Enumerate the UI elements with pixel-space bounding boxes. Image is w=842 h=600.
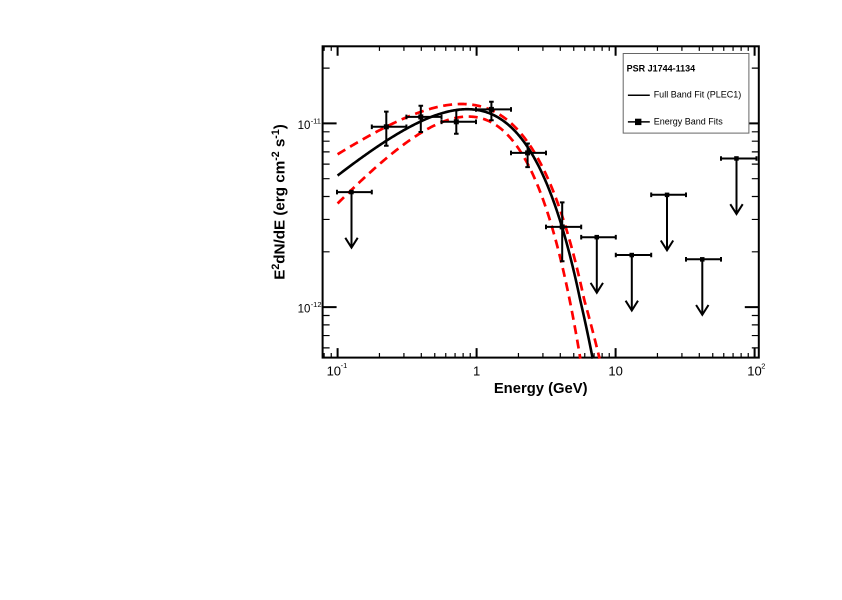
svg-text:10: 10 <box>298 304 311 316</box>
svg-text:-11: -11 <box>311 117 321 126</box>
svg-text:PSR J1744-1134: PSR J1744-1134 <box>627 64 696 74</box>
svg-text:10: 10 <box>747 364 761 379</box>
svg-text:2: 2 <box>761 361 765 370</box>
svg-text:Energy Band Fits: Energy Band Fits <box>654 117 724 127</box>
svg-text:10: 10 <box>608 364 622 379</box>
svg-text:-1: -1 <box>341 361 348 370</box>
svg-text:-12: -12 <box>311 300 322 309</box>
svg-text:E2dN/dE (erg cm-2 s-1): E2dN/dE (erg cm-2 s-1) <box>270 124 289 280</box>
svg-text:10: 10 <box>298 120 311 132</box>
svg-text:10: 10 <box>327 364 341 379</box>
svg-text:Energy (GeV): Energy (GeV) <box>494 381 588 397</box>
svg-text:Full Band Fit (PLEC1): Full Band Fit (PLEC1) <box>654 90 742 100</box>
svg-text:1: 1 <box>473 364 480 379</box>
